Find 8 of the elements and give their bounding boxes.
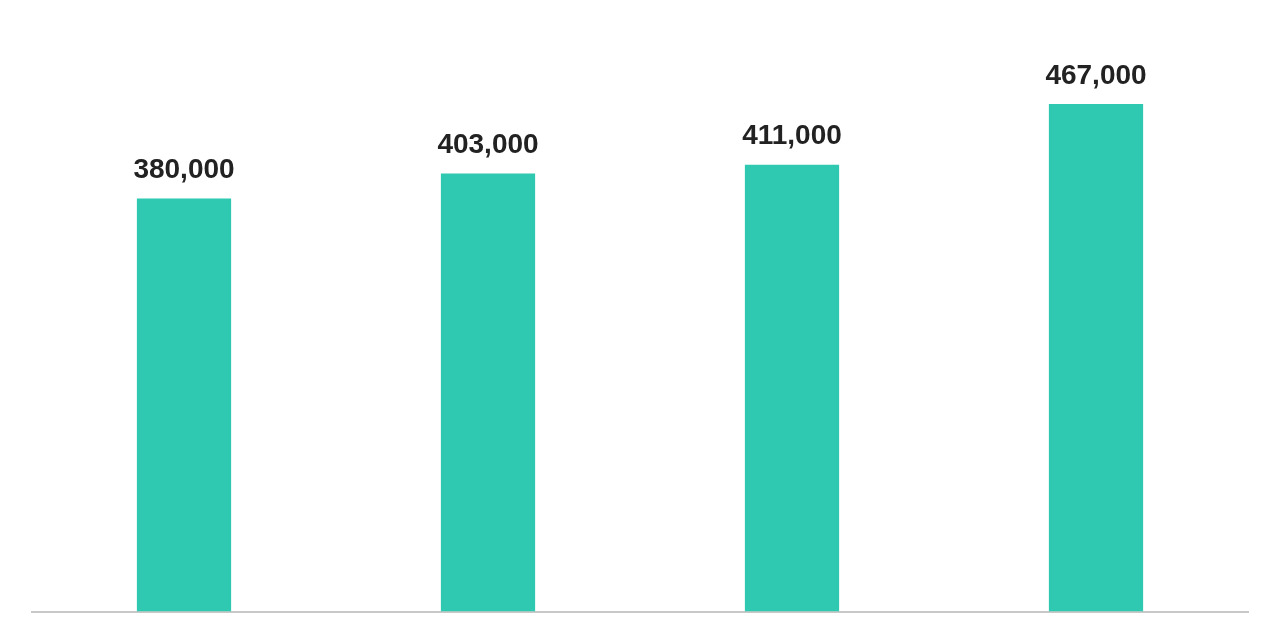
bar <box>1048 103 1144 612</box>
bar <box>440 173 536 612</box>
bar <box>136 198 232 612</box>
data-label: 403,000 <box>437 128 539 160</box>
data-label: 467,000 <box>1045 58 1147 90</box>
data-label: 411,000 <box>742 119 842 151</box>
data-label: 380,000 <box>133 153 235 185</box>
bar <box>744 164 840 612</box>
